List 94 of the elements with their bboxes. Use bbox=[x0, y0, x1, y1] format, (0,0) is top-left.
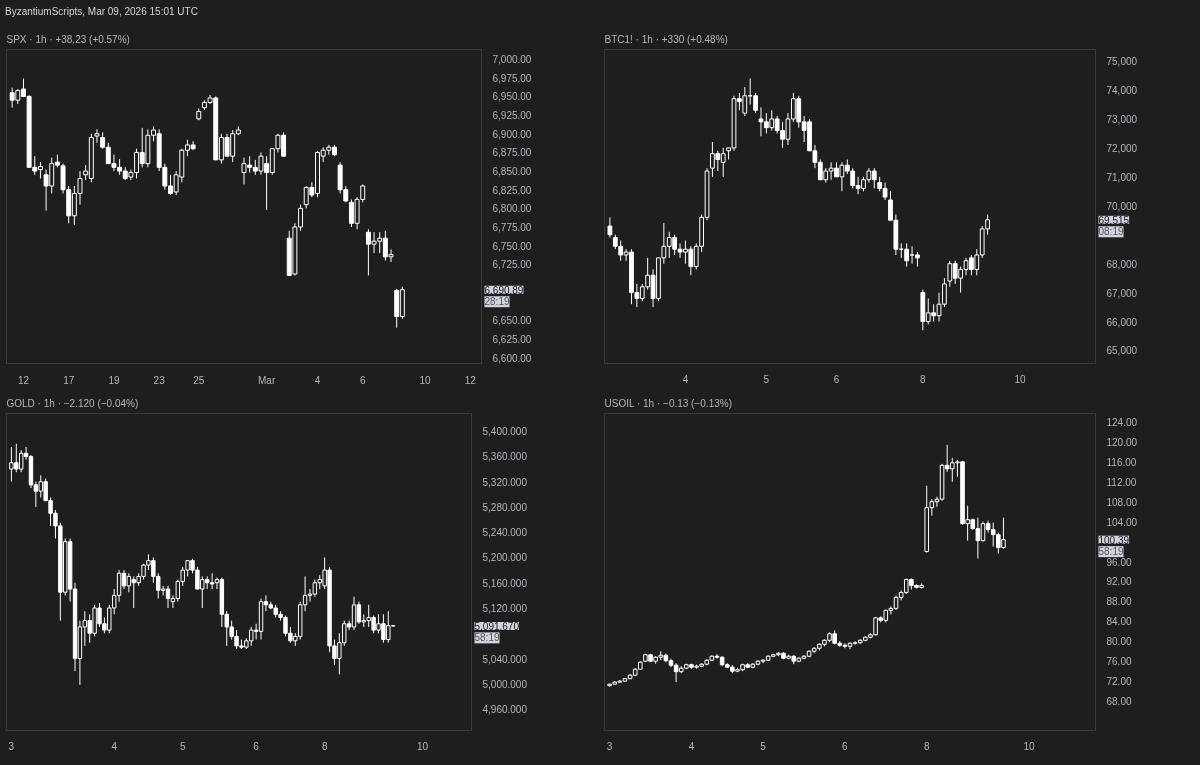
x-tick-label: 10 bbox=[1014, 373, 1026, 385]
y-tick-label: 5,400.000 bbox=[482, 426, 528, 438]
x-tick-label: 19 bbox=[108, 374, 120, 386]
chart-subtitle: ByzantiumScripts, Mar 09, 2026 15:01 UTC bbox=[5, 5, 198, 19]
x-tick-label: 10 bbox=[419, 374, 431, 386]
y-tick-label: 5,000.000 bbox=[482, 678, 528, 690]
y-tick-label: 68,000 bbox=[1106, 258, 1138, 270]
x-tick-label: 23 bbox=[153, 374, 166, 386]
y-tick-label: 5,320.000 bbox=[482, 476, 528, 488]
y-tick-label: 6,850.00 bbox=[492, 166, 532, 178]
y-tick-label: 70,000 bbox=[1106, 200, 1138, 212]
x-tick-label: 12 bbox=[17, 374, 30, 386]
y-tick-label: 6,825.00 bbox=[492, 184, 532, 196]
y-tick-label: 5,120.000 bbox=[482, 602, 528, 614]
y-tick-label: 6,600.00 bbox=[492, 352, 532, 364]
candlestick bbox=[126, 572, 132, 593]
x-tick-label: 4 bbox=[314, 374, 321, 386]
y-tick-label: 84.00 bbox=[1106, 616, 1132, 628]
candlestick bbox=[165, 585, 171, 609]
x-tick-label: 10 bbox=[416, 740, 429, 752]
x-tick-label: 12 bbox=[464, 374, 477, 386]
y-tick-label: 66,000 bbox=[1106, 316, 1138, 328]
x-tick-label: 5 bbox=[760, 740, 767, 752]
candlestick bbox=[209, 572, 215, 590]
chart-title: SPX · 1h · +38.23 (+0.57%) bbox=[6, 33, 130, 45]
y-tick-label: 92.00 bbox=[1106, 576, 1132, 588]
x-tick-label: 5 bbox=[763, 373, 770, 385]
x-tick-label: 8 bbox=[923, 740, 930, 752]
x-tick-label: 6 bbox=[359, 374, 366, 386]
y-tick-label: 5,160.000 bbox=[482, 577, 528, 589]
y-tick-label: 6,975.00 bbox=[492, 72, 532, 84]
x-tick-label: Mar bbox=[258, 374, 276, 386]
y-tick-label: 75,000 bbox=[1106, 56, 1138, 68]
y-tick-label: 6,950.00 bbox=[492, 91, 532, 103]
y-tick-label: 108.00 bbox=[1106, 496, 1138, 508]
chart-title: BTC1! · 1h · +330 (+0.48%) bbox=[604, 33, 728, 45]
y-tick-label: 73,000 bbox=[1106, 113, 1138, 125]
y-tick-label: 6,900.00 bbox=[492, 128, 532, 140]
x-tick-label: 6 bbox=[842, 740, 849, 752]
y-tick-label: 124.00 bbox=[1106, 416, 1138, 428]
candlestick bbox=[607, 216, 613, 239]
y-tick-label: 65,000 bbox=[1106, 345, 1138, 357]
y-tick-label: 72,000 bbox=[1106, 142, 1138, 154]
y-tick-label: 74,000 bbox=[1106, 85, 1138, 97]
y-tick-label: 5,040.000 bbox=[482, 653, 528, 665]
y-tick-label: 7,000.00 bbox=[492, 54, 532, 66]
y-tick-label: 6,650.00 bbox=[492, 315, 532, 327]
y-tick-label: 88.00 bbox=[1106, 596, 1132, 608]
chart-title: GOLD · 1h · −2.120 (−0.04%) bbox=[6, 397, 139, 409]
x-tick-label: 5 bbox=[179, 740, 186, 752]
x-tick-label: 4 bbox=[111, 740, 118, 752]
x-tick-label: 10 bbox=[1023, 740, 1036, 752]
y-tick-label: 5,360.000 bbox=[482, 451, 528, 463]
y-tick-label: 6,625.00 bbox=[492, 333, 532, 345]
y-tick-label: 80.00 bbox=[1106, 636, 1132, 648]
y-tick-label: 68.00 bbox=[1106, 696, 1132, 708]
x-tick-label: 17 bbox=[63, 374, 75, 386]
x-tick-label: 25 bbox=[193, 374, 205, 386]
y-tick-label: 5,280.000 bbox=[482, 501, 528, 513]
x-tick-label: 4 bbox=[688, 740, 695, 752]
y-tick-label: 6,725.00 bbox=[492, 259, 532, 271]
y-tick-label: 104.00 bbox=[1106, 516, 1138, 528]
y-tick-label: 96.00 bbox=[1106, 556, 1132, 568]
text: 5,091.670 58:19 bbox=[474, 620, 520, 644]
y-tick-label: 6,925.00 bbox=[492, 110, 532, 122]
y-tick-label: 112.00 bbox=[1106, 476, 1137, 488]
y-tick-label: 5,200.000 bbox=[482, 552, 528, 564]
candlestick bbox=[356, 601, 362, 625]
candlestick bbox=[18, 449, 24, 473]
y-tick-label: 4,960.000 bbox=[482, 704, 528, 716]
y-tick-label: 6,750.00 bbox=[492, 240, 532, 252]
chart-title: USOIL · 1h · −0.13 (−0.13%) bbox=[604, 397, 732, 409]
x-tick-label: 8 bbox=[920, 373, 927, 385]
text: 100.39 58:19 bbox=[1098, 534, 1130, 558]
y-tick-label: 5,240.000 bbox=[482, 527, 528, 539]
y-tick-label: 6,800.00 bbox=[492, 203, 532, 215]
y-tick-label: 67,000 bbox=[1106, 287, 1138, 299]
x-tick-label: 3 bbox=[606, 740, 613, 752]
y-tick-label: 6,775.00 bbox=[492, 222, 532, 234]
x-tick-label: 6 bbox=[253, 740, 260, 752]
x-tick-label: 3 bbox=[8, 740, 15, 752]
text: 6,690.89 28:19 bbox=[484, 284, 524, 308]
candlestick bbox=[351, 596, 357, 631]
x-tick-label: 6 bbox=[833, 373, 840, 385]
y-tick-label: 6,875.00 bbox=[492, 147, 532, 159]
candlestick bbox=[94, 128, 100, 144]
y-tick-label: 72.00 bbox=[1106, 676, 1132, 688]
x-tick-label: 4 bbox=[682, 373, 689, 385]
y-tick-label: 71,000 bbox=[1106, 171, 1138, 183]
y-tick-label: 120.00 bbox=[1106, 436, 1138, 448]
text: 69,515 08:19 bbox=[1098, 214, 1130, 238]
y-tick-label: 116.00 bbox=[1106, 456, 1137, 468]
y-tick-label: 76.00 bbox=[1106, 656, 1132, 668]
x-tick-label: 8 bbox=[321, 740, 328, 752]
